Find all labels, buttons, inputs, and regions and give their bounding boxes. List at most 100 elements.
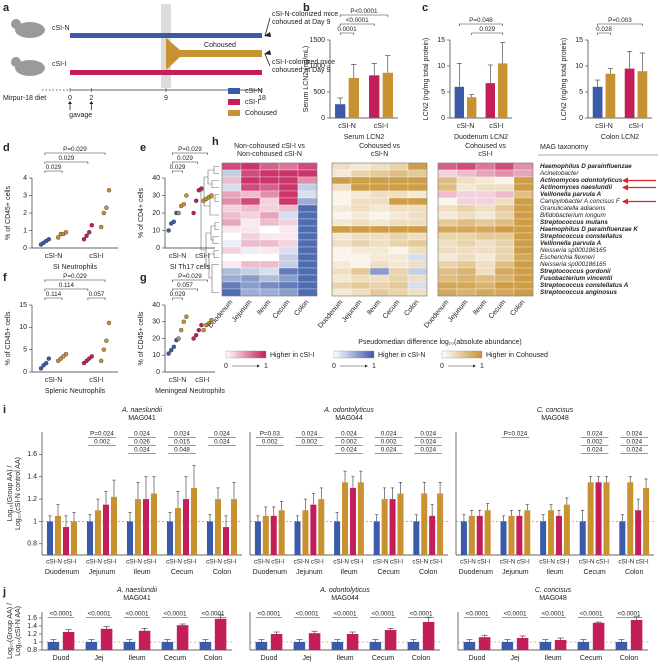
taxon-arrowhead	[622, 184, 628, 191]
heatmap-cell	[369, 288, 390, 297]
bar	[577, 642, 590, 650]
panel-letter: c	[422, 2, 428, 14]
bar	[592, 86, 603, 118]
heatmap-cell	[475, 239, 496, 248]
panel-subtitle: MAG048	[539, 595, 567, 602]
data-point	[38, 366, 44, 371]
y-axis-label: % of CD4+ cells	[138, 188, 145, 238]
heatmap-cell	[331, 162, 352, 171]
y-tick-label: 15	[575, 37, 583, 44]
heatmap-cell	[407, 253, 428, 262]
heatmap-cell	[240, 169, 261, 178]
heatmap-cell	[240, 204, 261, 213]
y-tick-label: 5	[579, 89, 583, 96]
heatmap-cell	[475, 169, 496, 178]
heatmap-cell	[278, 176, 299, 185]
heatmap-cell	[221, 253, 242, 262]
y-tick-label: 20	[152, 210, 160, 217]
x-axis-label: Splenic Neutrophils	[45, 388, 106, 395]
x-tick-label: Ileum	[546, 569, 563, 576]
bar	[70, 521, 78, 555]
data-point	[196, 327, 202, 333]
heatmap-cell	[240, 246, 261, 255]
block-title: Non-cohoused cSI-I vs	[234, 143, 305, 150]
x-tick-label: Cecum	[164, 655, 186, 662]
y-tick-label: 30	[152, 192, 160, 199]
y-tick-label: 1	[33, 518, 37, 525]
heatmap-cell	[513, 197, 534, 206]
x-tick-label: Ileum	[544, 655, 561, 662]
heatmap-cell	[475, 225, 496, 234]
heatmap-cell	[331, 197, 352, 206]
bar	[637, 71, 648, 118]
p-value: P=0.029	[63, 146, 87, 153]
heatmap-cell	[513, 211, 534, 220]
heatmap-cell	[350, 232, 371, 241]
significance-bracket	[597, 23, 643, 26]
bar	[540, 521, 547, 555]
p-value: 0.029	[59, 155, 75, 162]
bar	[413, 521, 420, 555]
heatmap-cell	[456, 246, 477, 255]
p-value: <0.0001	[346, 17, 369, 24]
legend-title: Pseudomedian difference log₁₀(absolute a…	[358, 339, 522, 346]
significance-bracket	[339, 23, 375, 26]
p-value: 0.114	[59, 282, 75, 289]
group-tick-label: cSI-N	[618, 559, 634, 566]
y-tick-label: 1.4	[27, 474, 37, 481]
panel-letter: e	[140, 142, 146, 154]
panel-subtitle: MAG041	[128, 415, 156, 422]
significance-bracket	[339, 14, 389, 17]
significance-bracket	[172, 279, 208, 282]
bar	[421, 493, 428, 555]
data-point	[101, 210, 107, 216]
y-axis-label: Log₁₀(Group AA) /	[7, 603, 14, 659]
p-value: 0.002	[341, 439, 357, 446]
significance-bracket	[459, 23, 503, 26]
heatmap-cell	[475, 197, 496, 206]
panel-subtitle: MAG044	[331, 595, 359, 602]
p-value: 0.024	[381, 431, 397, 438]
heatmap-cell	[407, 288, 428, 297]
heatmap-cell	[513, 218, 534, 227]
data-point	[166, 351, 171, 356]
heatmap-cell	[388, 253, 409, 262]
x-tick-label: Colon	[620, 655, 638, 662]
x-tick-label: Colon	[412, 655, 430, 662]
column-label: Jejunum	[447, 299, 469, 324]
column-label: Duodenum	[423, 299, 450, 330]
taxon-label: Streptococcus constellatus A	[540, 282, 629, 289]
significance-bracket	[44, 170, 63, 173]
heatmap-cell	[388, 274, 409, 283]
x-axis-label: SI Neutrophils	[53, 264, 97, 271]
heatmap-cell	[259, 281, 280, 290]
heatmap-cell	[475, 232, 496, 241]
y-tick-label: 40	[152, 302, 160, 309]
taxon-label: Bifidobacterium longum	[540, 212, 606, 219]
column-label: Colon	[509, 299, 526, 318]
heatmap-cell	[221, 267, 242, 276]
heatmap-cell	[297, 190, 318, 199]
bar	[308, 633, 321, 650]
timeline-tick-label: 2	[89, 95, 93, 102]
significance-bracket	[44, 288, 89, 291]
heatmap-cell	[388, 211, 409, 220]
heatmap-cell	[369, 274, 390, 283]
data-point	[206, 321, 212, 326]
p-value: <0.0001	[296, 611, 319, 618]
y-tick-label: 1.4	[27, 623, 37, 630]
x-tick-label: Colon	[419, 569, 437, 576]
taxon-label: Fusobacterium vincentii	[540, 275, 613, 282]
bar	[138, 630, 151, 650]
y-tick-label: 1	[23, 227, 27, 234]
dendrogram-branch	[200, 190, 219, 293]
significance-bracket	[44, 279, 106, 282]
bar	[485, 83, 496, 118]
column-label: Ileum	[366, 299, 382, 317]
heatmap-cell	[475, 260, 496, 269]
bar	[62, 632, 75, 650]
heatmap-cell	[259, 253, 280, 262]
y-tick-label: 1.6	[27, 615, 37, 622]
heatmap-cell	[388, 183, 409, 192]
x-tick-label: cSI-I	[195, 253, 209, 260]
